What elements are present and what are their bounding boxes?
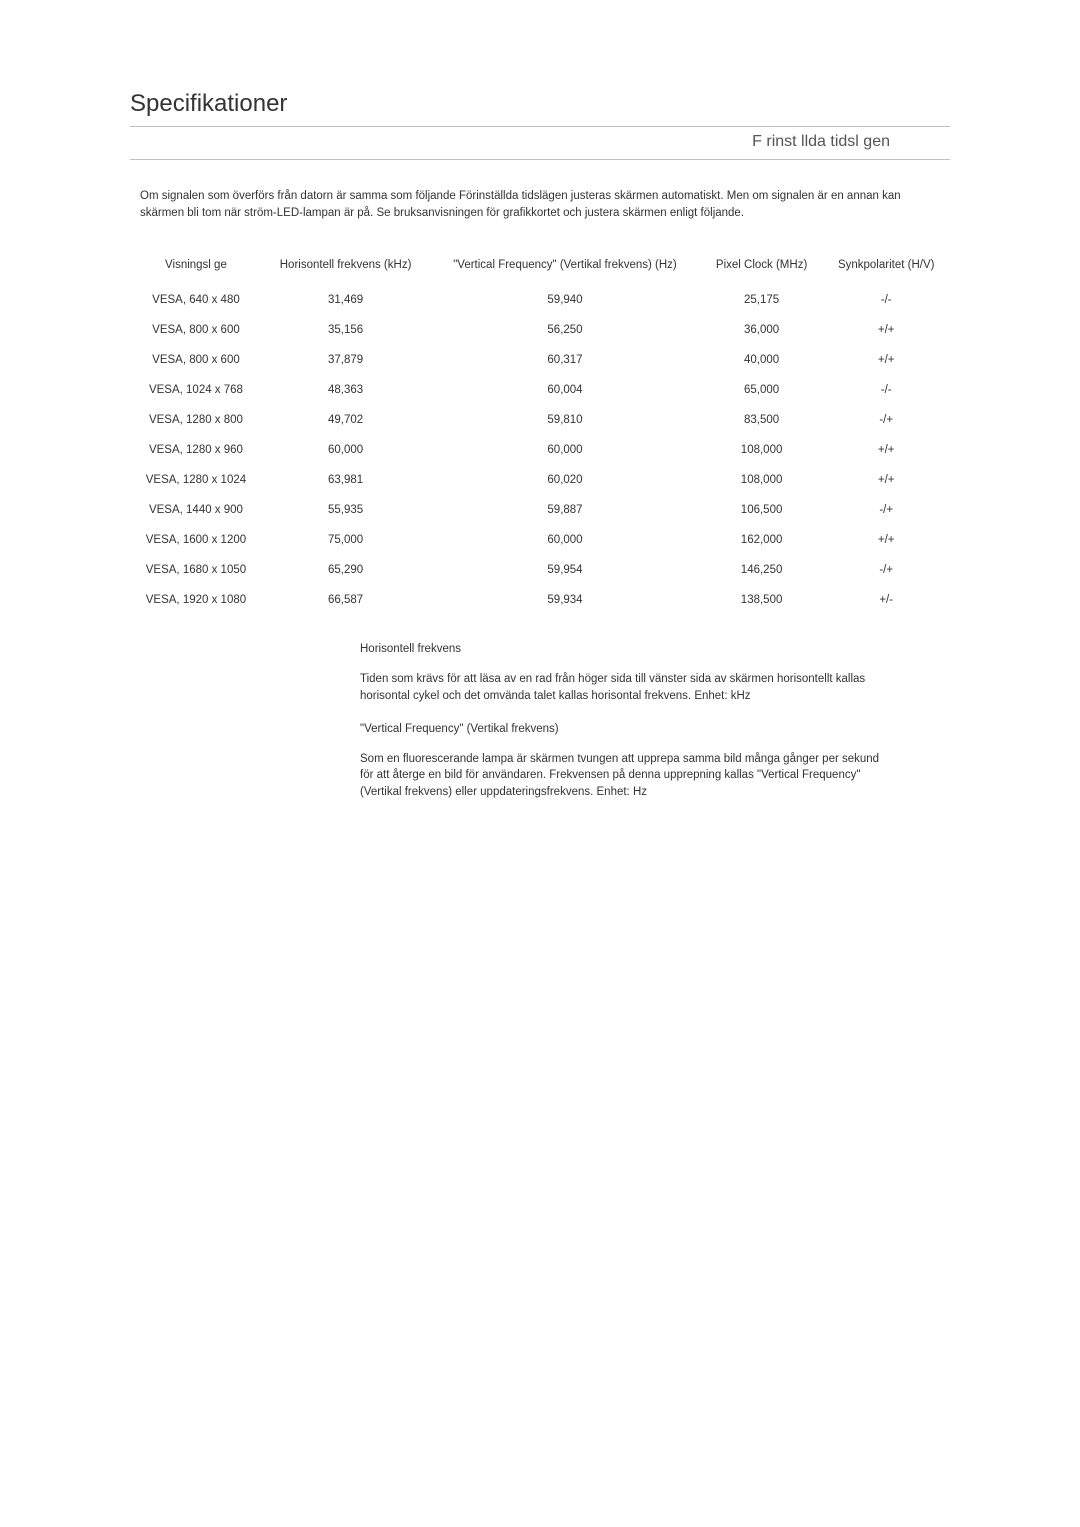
page-title: Specifikationer (130, 90, 950, 127)
cell-syncpolarity: -/- (822, 285, 950, 315)
cell-hfreq: 63,981 (262, 465, 429, 495)
cell-syncpolarity: -/+ (822, 405, 950, 435)
explanation-block: Horisontell frekvens Tiden som krävs för… (360, 643, 950, 800)
explain-heading-vertical: "Vertical Frequency" (Vertikal frekvens) (360, 723, 890, 735)
cell-pixelclock: 108,000 (701, 435, 823, 465)
cell-hfreq: 75,000 (262, 525, 429, 555)
table-row: VESA, 1680 x 1050 65,290 59,954 146,250 … (130, 555, 950, 585)
cell-hfreq: 60,000 (262, 435, 429, 465)
timing-table: Visningsl ge Horisontell frekvens (kHz) … (130, 253, 950, 615)
cell-vfreq: 60,020 (429, 465, 701, 495)
table-row: VESA, 1440 x 900 55,935 59,887 106,500 -… (130, 495, 950, 525)
table-row: VESA, 1280 x 800 49,702 59,810 83,500 -/… (130, 405, 950, 435)
cell-mode: VESA, 1440 x 900 (130, 495, 262, 525)
explain-text-horizontal: Tiden som krävs för att läsa av en rad f… (360, 671, 890, 704)
cell-pixelclock: 108,000 (701, 465, 823, 495)
cell-vfreq: 60,317 (429, 345, 701, 375)
cell-syncpolarity: -/+ (822, 555, 950, 585)
cell-mode: VESA, 1600 x 1200 (130, 525, 262, 555)
cell-vfreq: 56,250 (429, 315, 701, 345)
cell-mode: VESA, 1280 x 800 (130, 405, 262, 435)
cell-hfreq: 48,363 (262, 375, 429, 405)
col-header-syncpolarity: Synkpolaritet (H/V) (822, 253, 950, 285)
col-header-mode: Visningsl ge (130, 253, 262, 285)
table-body: VESA, 640 x 480 31,469 59,940 25,175 -/-… (130, 285, 950, 615)
cell-syncpolarity: +/+ (822, 435, 950, 465)
col-header-hfreq: Horisontell frekvens (kHz) (262, 253, 429, 285)
cell-syncpolarity: -/+ (822, 495, 950, 525)
table-row: VESA, 1024 x 768 48,363 60,004 65,000 -/… (130, 375, 950, 405)
cell-syncpolarity: +/+ (822, 315, 950, 345)
cell-pixelclock: 146,250 (701, 555, 823, 585)
cell-pixelclock: 83,500 (701, 405, 823, 435)
cell-vfreq: 60,004 (429, 375, 701, 405)
cell-mode: VESA, 1024 x 768 (130, 375, 262, 405)
cell-pixelclock: 40,000 (701, 345, 823, 375)
cell-pixelclock: 106,500 (701, 495, 823, 525)
cell-hfreq: 66,587 (262, 585, 429, 615)
col-header-vfreq: "Vertical Frequency" (Vertikal frekvens)… (429, 253, 701, 285)
cell-vfreq: 59,887 (429, 495, 701, 525)
table-row: VESA, 1280 x 960 60,000 60,000 108,000 +… (130, 435, 950, 465)
cell-pixelclock: 36,000 (701, 315, 823, 345)
explain-heading-horizontal: Horisontell frekvens (360, 643, 890, 655)
cell-hfreq: 65,290 (262, 555, 429, 585)
cell-pixelclock: 138,500 (701, 585, 823, 615)
cell-syncpolarity: +/- (822, 585, 950, 615)
cell-hfreq: 37,879 (262, 345, 429, 375)
table-header-row: Visningsl ge Horisontell frekvens (kHz) … (130, 253, 950, 285)
table-row: VESA, 1600 x 1200 75,000 60,000 162,000 … (130, 525, 950, 555)
table-row: VESA, 640 x 480 31,469 59,940 25,175 -/- (130, 285, 950, 315)
cell-syncpolarity: +/+ (822, 345, 950, 375)
cell-mode: VESA, 1280 x 1024 (130, 465, 262, 495)
cell-mode: VESA, 640 x 480 (130, 285, 262, 315)
cell-syncpolarity: +/+ (822, 465, 950, 495)
cell-mode: VESA, 1680 x 1050 (130, 555, 262, 585)
intro-paragraph: Om signalen som överförs från datorn är … (130, 188, 950, 221)
cell-hfreq: 35,156 (262, 315, 429, 345)
table-row: VESA, 800 x 600 35,156 56,250 36,000 +/+ (130, 315, 950, 345)
col-header-pixelclock: Pixel Clock (MHz) (701, 253, 823, 285)
cell-vfreq: 59,810 (429, 405, 701, 435)
table-row: VESA, 800 x 600 37,879 60,317 40,000 +/+ (130, 345, 950, 375)
cell-mode: VESA, 1280 x 960 (130, 435, 262, 465)
cell-vfreq: 59,954 (429, 555, 701, 585)
cell-mode: VESA, 800 x 600 (130, 315, 262, 345)
cell-pixelclock: 25,175 (701, 285, 823, 315)
cell-syncpolarity: +/+ (822, 525, 950, 555)
cell-vfreq: 60,000 (429, 435, 701, 465)
section-title: F rinst llda tidsl gen (130, 133, 950, 160)
cell-pixelclock: 162,000 (701, 525, 823, 555)
cell-vfreq: 59,934 (429, 585, 701, 615)
cell-hfreq: 31,469 (262, 285, 429, 315)
explain-text-vertical: Som en fluorescerande lampa är skärmen t… (360, 751, 890, 801)
cell-pixelclock: 65,000 (701, 375, 823, 405)
table-row: VESA, 1920 x 1080 66,587 59,934 138,500 … (130, 585, 950, 615)
cell-mode: VESA, 1920 x 1080 (130, 585, 262, 615)
cell-syncpolarity: -/- (822, 375, 950, 405)
cell-vfreq: 60,000 (429, 525, 701, 555)
cell-hfreq: 55,935 (262, 495, 429, 525)
cell-mode: VESA, 800 x 600 (130, 345, 262, 375)
cell-hfreq: 49,702 (262, 405, 429, 435)
table-row: VESA, 1280 x 1024 63,981 60,020 108,000 … (130, 465, 950, 495)
cell-vfreq: 59,940 (429, 285, 701, 315)
